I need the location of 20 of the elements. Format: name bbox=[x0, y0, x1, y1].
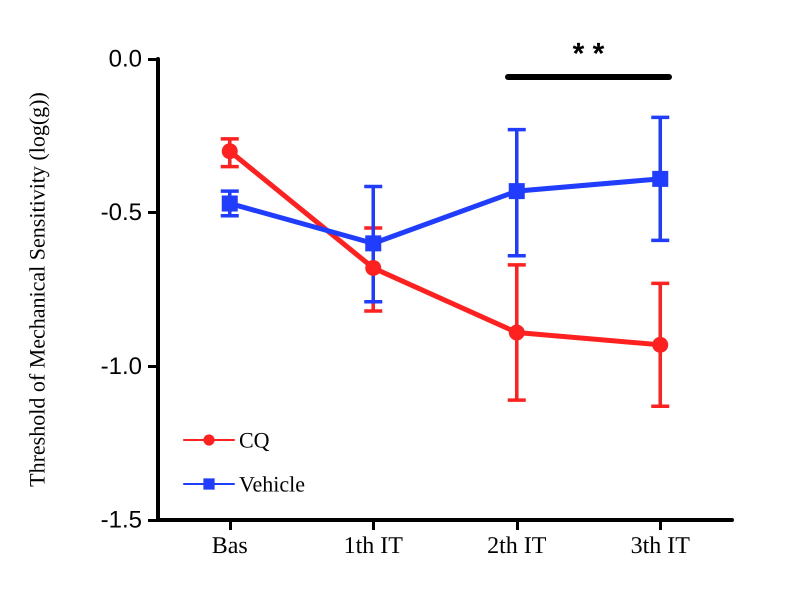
legend-label: CQ bbox=[239, 428, 270, 452]
x-tick-label: Bas bbox=[212, 533, 248, 559]
point bbox=[365, 235, 382, 252]
point bbox=[652, 336, 668, 353]
point bbox=[222, 195, 238, 212]
y-axis-title: Threshold of Mechanical Sensitivity (log(g)) bbox=[24, 92, 50, 487]
x-tick-label: 2th IT bbox=[487, 533, 547, 559]
point bbox=[508, 324, 525, 341]
annotation: * * bbox=[572, 38, 605, 70]
point bbox=[508, 183, 525, 200]
y-tick-label: -1.0 bbox=[100, 352, 142, 380]
x-tick-label: 1th IT bbox=[344, 533, 404, 559]
point bbox=[365, 260, 382, 276]
legend-label: Vehicle bbox=[239, 472, 305, 496]
y-tick-label: 0.0 bbox=[108, 46, 142, 72]
y-tick-label: -0.5 bbox=[100, 199, 142, 226]
point bbox=[222, 143, 238, 160]
x-tick-label: 3th IT bbox=[630, 533, 690, 559]
point bbox=[652, 170, 668, 187]
y-tick-label: -1.5 bbox=[100, 506, 142, 534]
